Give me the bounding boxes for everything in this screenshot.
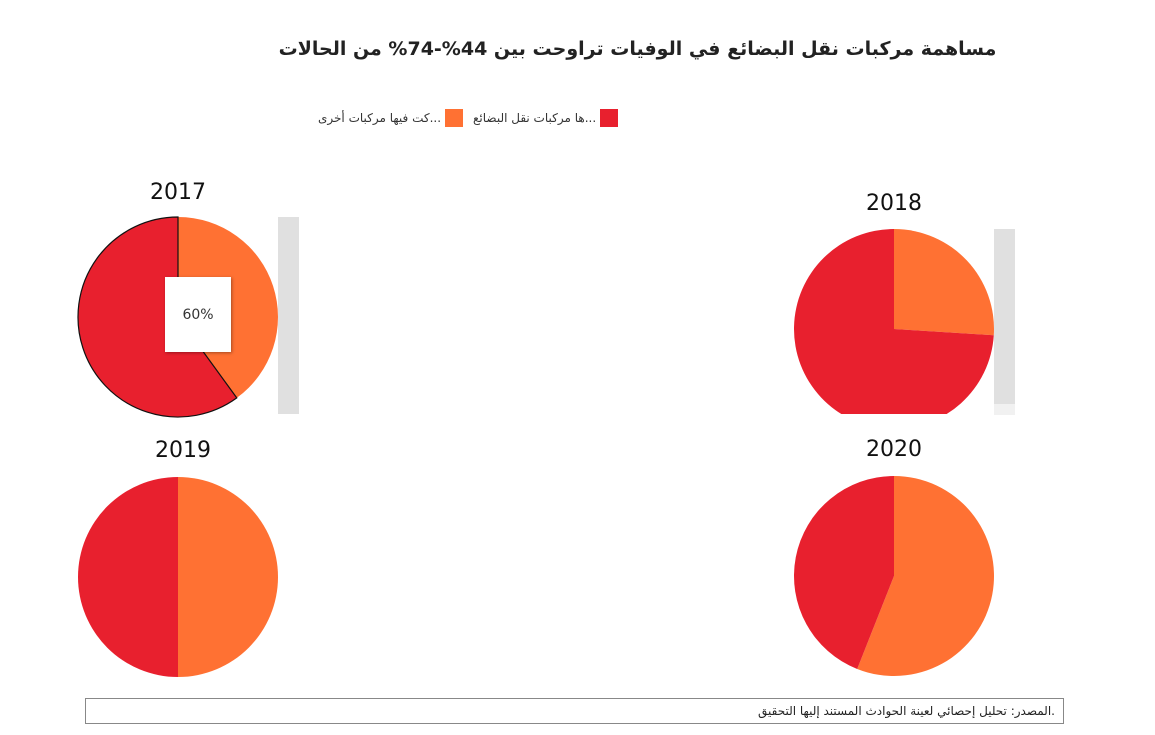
pie-slice-goods[interactable] — [77, 216, 238, 418]
tooltip: 60% — [165, 277, 231, 352]
legend-item-other[interactable]: ...كت فيها مركبات أخرى — [314, 109, 464, 127]
legend-label-goods: ...ها مركبات نقل البضائع — [473, 111, 597, 125]
legend: ...ها مركبات نقل البضائع ...كت فيها مركب… — [308, 108, 619, 128]
scrollbar-thumb[interactable] — [994, 404, 1015, 415]
pie-year-label: 2019 — [155, 438, 211, 463]
legend-item-goods[interactable]: ...ها مركبات نقل البضائع — [469, 109, 619, 127]
pie-year-label: 2018 — [866, 191, 922, 216]
pie-chart-2020[interactable] — [793, 475, 995, 677]
pie-slice-other[interactable] — [894, 229, 994, 336]
source-note: .المصدر: تحليل إحصائي لعينة الحوادث المس… — [85, 698, 1064, 724]
pie-slice-goods[interactable] — [78, 477, 178, 677]
legend-swatch-goods — [600, 109, 619, 127]
pie-slice-other[interactable] — [178, 477, 278, 677]
pie-chart-2018[interactable] — [793, 228, 995, 430]
scrollbar-track[interactable] — [278, 217, 299, 414]
chart-title: مساهمة مركبات نقل البضائع في الوفيات ترا… — [278, 38, 997, 60]
pie-slice-goods[interactable] — [794, 229, 994, 429]
pie-year-label: 2017 — [150, 180, 206, 205]
pie-slice-goods[interactable] — [794, 476, 894, 669]
legend-swatch-other — [445, 109, 464, 127]
legend-label-other: ...كت فيها مركبات أخرى — [318, 111, 442, 125]
scrollbar-track[interactable] — [994, 229, 1015, 404]
pie-year-label: 2020 — [866, 437, 922, 462]
pie-chart-2019[interactable] — [77, 476, 279, 678]
pie-slice-other[interactable] — [857, 476, 994, 676]
